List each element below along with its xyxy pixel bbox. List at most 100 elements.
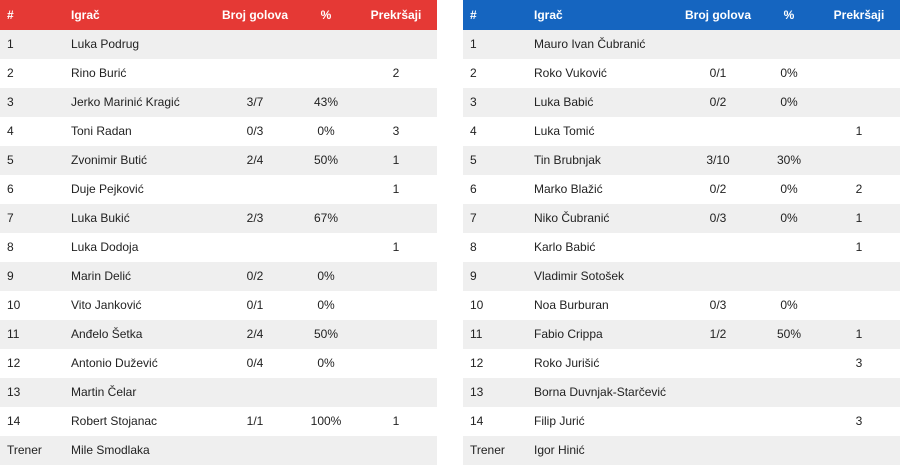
- table-row: 9 Vladimir Sotošek: [463, 262, 900, 291]
- table-cell: 9: [7, 269, 14, 283]
- table-row: 12 Antonio Dužević 0/4 0%: [0, 349, 437, 378]
- table-cell: 10: [7, 298, 21, 312]
- table-cell: Duje Pejković: [71, 182, 144, 196]
- table-cell: Zvonimir Butić: [71, 153, 148, 167]
- table-row: 7 Niko Čubranić 0/3 0% 1: [463, 204, 900, 233]
- table-cell: Karlo Babić: [534, 240, 596, 254]
- table-row: 7 Luka Bukić 2/3 67%: [0, 204, 437, 233]
- table-row: 8 Luka Dodoja 1: [0, 233, 437, 262]
- table-row: 2 Rino Burić 2: [0, 59, 437, 88]
- table-cell: 2: [855, 182, 863, 196]
- header-cell: Igrač: [534, 8, 563, 22]
- table-cell: Luka Podrug: [71, 37, 140, 51]
- table-cell: 50%: [313, 327, 339, 341]
- table-cell: Jerko Marinić Kragić: [71, 95, 180, 109]
- table-cell: 7: [7, 211, 14, 225]
- table-row: 14 Filip Jurić 3: [463, 407, 900, 436]
- header-cell: Igrač: [71, 8, 100, 22]
- table-row: 4 Toni Radan 0/3 0% 3: [0, 117, 437, 146]
- table-cell: 0%: [780, 66, 798, 80]
- table-cell: 1/1: [246, 414, 264, 428]
- table-cell: 13: [7, 385, 21, 399]
- table-row: 10 Vito Janković 0/1 0%: [0, 291, 437, 320]
- table-row: 5 Zvonimir Butić 2/4 50% 1: [0, 146, 437, 175]
- table-cell: Roko Vuković: [534, 66, 607, 80]
- table-cell: Tin Brubnjak: [534, 153, 601, 167]
- table-row: 5 Tin Brubnjak 3/10 30%: [463, 146, 900, 175]
- table-row: 4 Luka Tomić 1: [463, 117, 900, 146]
- table-cell: 67%: [313, 211, 339, 225]
- table-cell: 13: [470, 385, 484, 399]
- table-cell: 11: [470, 327, 483, 341]
- table-cell: 43%: [313, 95, 339, 109]
- table-cell: 12: [7, 356, 21, 370]
- table-cell: Vladimir Sotošek: [534, 269, 625, 283]
- table-cell: 3/7: [246, 95, 264, 109]
- table-cell: 0/3: [709, 298, 727, 312]
- table-row: 11 Fabio Crippa 1/2 50% 1: [463, 320, 900, 349]
- table-cell: 30%: [776, 153, 802, 167]
- header-cell: %: [320, 8, 332, 22]
- table-cell: 0/2: [246, 269, 264, 283]
- table-cell: Toni Radan: [71, 124, 132, 138]
- table-cell: 1: [855, 327, 863, 341]
- table-cell: 14: [7, 414, 21, 428]
- table-cell: 3: [7, 95, 14, 109]
- table-cell: Luka Tomić: [534, 124, 595, 138]
- table-cell: 5: [7, 153, 14, 167]
- stats-table: # Igrač Broj golova% Prekršaji 1 Mauro Ivan Č…: [463, 0, 900, 465]
- table-cell: 2: [470, 66, 477, 80]
- table-row: 12 Roko Jurišić 3: [463, 349, 900, 378]
- header-cell: #: [7, 8, 14, 22]
- table-header: # Igrač Broj golova% Prekršaji: [0, 0, 437, 30]
- table-cell: Martin Čelar: [71, 385, 137, 399]
- table-cell: Trener: [470, 443, 505, 457]
- table-cell: 0%: [780, 182, 798, 196]
- table-row: 1 Mauro Ivan Čubranić: [463, 30, 900, 59]
- table-row: 3 Jerko Marinić Kragić 3/7 43%: [0, 88, 437, 117]
- table-row: 6 Marko Blažić 0/2 0% 2: [463, 175, 900, 204]
- table-cell: 0/3: [246, 124, 264, 138]
- table-row: 11 Anđelo Šetka 2/4 50%: [0, 320, 437, 349]
- table-row: 3 Luka Babić 0/2 0%: [463, 88, 900, 117]
- header-cell: Prekršaji: [370, 8, 422, 22]
- table-cell: 6: [7, 182, 14, 196]
- table-cell: 0/2: [709, 95, 727, 109]
- table-cell: 14: [470, 414, 484, 428]
- table-cell: 0/2: [709, 182, 727, 196]
- header-cell: Broj golova: [684, 8, 751, 22]
- table-row: 8 Karlo Babić 1: [463, 233, 900, 262]
- table-cell: 50%: [776, 327, 802, 341]
- table-cell: Igor Hinić: [534, 443, 585, 457]
- table-cell: Roko Jurišić: [534, 356, 600, 370]
- table-cell: 2/4: [246, 153, 264, 167]
- table-cell: Fabio Crippa: [534, 327, 603, 341]
- table-cell: Borna Duvnjak-Starčević: [534, 385, 667, 399]
- table-cell: 1: [392, 153, 400, 167]
- table-row: 2 Roko Vuković 0/1 0%: [463, 59, 900, 88]
- table-cell: 4: [7, 124, 14, 138]
- table-cell: 0/3: [709, 211, 727, 225]
- header-cell: Prekršaji: [833, 8, 885, 22]
- table-cell: 0%: [780, 95, 798, 109]
- table-row: 13 Borna Duvnjak-Starčević: [463, 378, 900, 407]
- table-cell: 0/4: [246, 356, 264, 370]
- table-cell: 1: [470, 37, 477, 51]
- table-cell: 1: [392, 182, 400, 196]
- table-cell: Mile Smodlaka: [71, 443, 150, 457]
- table-cell: 3: [855, 356, 863, 370]
- table-cell: Luka Dodoja: [71, 240, 139, 254]
- table-cell: Marko Blažić: [534, 182, 603, 196]
- table-cell: 1: [855, 124, 863, 138]
- table-cell: Trener: [7, 443, 42, 457]
- table-cell: 0%: [780, 298, 798, 312]
- table-cell: Mauro Ivan Čubranić: [534, 37, 646, 51]
- table-cell: 2/4: [246, 327, 264, 341]
- table-cell: 10: [470, 298, 484, 312]
- table-cell: Filip Jurić: [534, 414, 585, 428]
- table-cell: 1: [855, 240, 863, 254]
- table-cell: 50%: [313, 153, 339, 167]
- table-cell: 8: [470, 240, 477, 254]
- table-cell: 0/1: [709, 66, 727, 80]
- header-cell: Broj golova: [221, 8, 288, 22]
